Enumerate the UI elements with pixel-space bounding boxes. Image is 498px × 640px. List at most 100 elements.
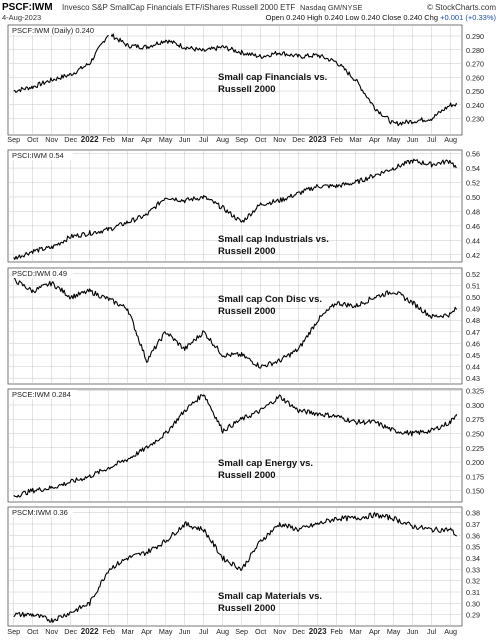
y-tick-label: 0.250 <box>466 430 484 439</box>
chg-value: +0.001 (+0.33%) <box>440 13 496 22</box>
x-tick-label: Jun <box>179 135 191 144</box>
y-tick-label: 0.38 <box>466 509 480 518</box>
x-tick-label: 2022 <box>81 627 99 636</box>
y-tick-label: 0.260 <box>466 73 484 82</box>
x-tick-label: Mar <box>349 627 362 636</box>
x-tick-label: Oct <box>27 135 38 144</box>
x-tick-label: 2023 <box>309 135 327 144</box>
date-label: 4-Aug-2023 <box>2 13 41 22</box>
series-line <box>13 394 457 498</box>
y-tick-label: 0.175 <box>466 472 484 481</box>
y-tick-label: 0.275 <box>466 415 484 424</box>
y-tick-label: 0.35 <box>466 543 480 552</box>
y-tick-label: 0.50 <box>466 293 480 302</box>
x-tick-label: May <box>159 135 173 144</box>
x-tick-label: Jul <box>199 627 209 636</box>
y-tick-label: 0.31 <box>466 588 480 597</box>
y-tick-label: 0.46 <box>466 222 480 231</box>
y-tick-label: 0.56 <box>466 150 480 159</box>
y-tick-label: 0.200 <box>466 458 484 467</box>
x-tick-label: 2023 <box>309 627 327 636</box>
close-value: 0.240 <box>403 13 422 22</box>
panel-legend: PSCD:IWM 0.49 <box>12 269 67 278</box>
x-tick-label: Nov <box>273 627 286 636</box>
y-tick-label: 0.29 <box>466 611 480 620</box>
y-tick-label: 0.34 <box>466 554 480 563</box>
x-tick-label: Apr <box>141 135 153 144</box>
x-tick-label: Jun <box>407 627 419 636</box>
panel-annotation: Russell 2000 <box>218 84 276 95</box>
legend-background <box>9 390 78 399</box>
x-tick-label: Aug <box>216 627 229 636</box>
y-tick-label: 0.47 <box>466 328 480 337</box>
x-tick-label: Sep <box>235 627 248 636</box>
x-tick-label: Apr <box>141 627 153 636</box>
y-tick-label: 0.270 <box>466 60 484 69</box>
panel-legend: PSCF:IWM (Daily) 0.240 <box>12 26 94 35</box>
y-tick-label: 0.52 <box>466 270 480 279</box>
y-tick-label: 0.46 <box>466 339 480 348</box>
y-tick-label: 0.54 <box>466 164 480 173</box>
y-tick-label: 0.150 <box>466 487 484 496</box>
watermark: © StockCharts.com <box>427 3 496 12</box>
x-tick-label: 2022 <box>81 135 99 144</box>
panel-annotation: Russell 2000 <box>218 470 276 481</box>
x-tick-label: Oct <box>255 627 266 636</box>
y-tick-label: 0.49 <box>466 305 480 314</box>
y-tick-label: 0.42 <box>466 251 480 260</box>
panel-legend: PSCE:IWM 0.284 <box>12 390 71 399</box>
x-tick-label: Nov <box>45 135 58 144</box>
series-line <box>13 32 457 127</box>
x-tick-label: Mar <box>349 135 362 144</box>
x-tick-label: Feb <box>330 135 342 144</box>
close-label: Close <box>382 13 401 22</box>
x-tick-label: May <box>387 627 401 636</box>
y-tick-label: 0.51 <box>466 281 480 290</box>
x-tick-label: Feb <box>330 627 342 636</box>
x-tick-label: Oct <box>255 135 266 144</box>
x-tick-label: Nov <box>273 135 286 144</box>
y-tick-label: 0.280 <box>466 46 484 55</box>
x-tick-label: Sep <box>7 627 20 636</box>
panel-legend: PSCM:IWM 0.36 <box>12 508 68 517</box>
y-tick-label: 0.36 <box>466 531 480 540</box>
x-tick-label: Aug <box>444 135 457 144</box>
x-tick-label: Jun <box>179 627 191 636</box>
panel-annotation: Small cap Con Disc vs. <box>218 294 322 305</box>
high-label: High <box>307 13 322 22</box>
x-tick-label: Feb <box>102 135 114 144</box>
legend-background <box>9 508 73 517</box>
panel-1: 0.230 0.240 0.250 0.260 0.270 0.280 0.290 PSCF:… <box>7 24 484 144</box>
open-label: Open <box>266 13 284 22</box>
x-tick-label: Dec <box>292 627 305 636</box>
y-tick-label: 0.325 <box>466 387 484 396</box>
header: PSCF:IWM Invesco S&P SmallCap Financials… <box>2 2 497 22</box>
x-tick-label: May <box>159 627 173 636</box>
y-tick-label: 0.50 <box>466 193 480 202</box>
x-tick-label: Jul <box>427 627 437 636</box>
panel-4: 0.150 0.175 0.200 0.225 0.250 0.275 0.300 0.325… <box>7 387 484 503</box>
x-tick-label: Jun <box>407 135 419 144</box>
y-tick-label: 0.250 <box>466 87 484 96</box>
y-tick-label: 0.43 <box>466 374 480 383</box>
quote-line: Open 0.240 High 0.240 Low 0.240 Close 0.… <box>266 13 497 22</box>
panel-annotation: Small cap Industrials vs. <box>218 234 329 245</box>
series-line <box>13 158 457 260</box>
legend-background <box>9 269 73 278</box>
x-tick-label: Sep <box>235 135 248 144</box>
x-tick-label: Dec <box>64 135 77 144</box>
symbol-description: Invesco S&P SmallCap Financials ETF/iSha… <box>62 3 295 12</box>
exchange-label: Nasdaq GM/NYSE <box>300 3 363 12</box>
x-tick-label: Mar <box>121 135 134 144</box>
y-tick-label: 0.32 <box>466 577 480 586</box>
panel-3: 0.43 0.44 0.45 0.46 0.47 0.48 0.49 0.50 0.51 0.52… <box>7 267 480 385</box>
series-line <box>13 512 457 623</box>
chg-label: Chg <box>424 13 438 22</box>
x-tick-label: Oct <box>27 627 38 636</box>
x-tick-label: Sep <box>7 135 20 144</box>
x-tick-label: Feb <box>102 627 114 636</box>
y-tick-label: 0.44 <box>466 363 480 372</box>
panel-frame <box>7 267 463 385</box>
x-tick-label: Dec <box>292 135 305 144</box>
